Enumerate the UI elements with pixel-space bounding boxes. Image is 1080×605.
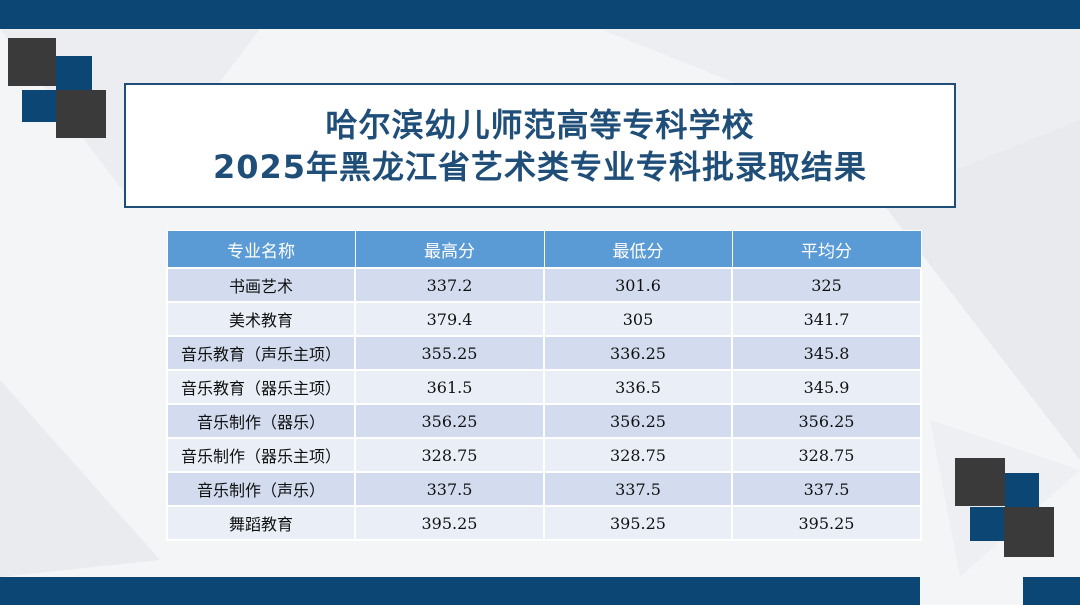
- table-row: 音乐教育（器乐主项） 361.5 336.5 345.9: [166, 369, 922, 405]
- cell-major: 音乐制作（声乐）: [166, 471, 356, 507]
- decor-square-dark-2: [56, 90, 106, 138]
- decor-square-blue-2: [22, 90, 58, 122]
- table-row: 音乐制作（器乐） 356.25 356.25 356.25: [166, 403, 922, 439]
- cell-max-score: 337.5: [354, 471, 545, 507]
- cell-avg-score: 345.8: [731, 335, 922, 371]
- cell-max-score: 361.5: [354, 369, 545, 405]
- header-avg-score: 平均分: [731, 230, 922, 269]
- cell-min-score: 301.6: [543, 267, 733, 303]
- cell-min-score: 337.5: [543, 471, 733, 507]
- table-row: 音乐制作（声乐） 337.5 337.5 337.5: [166, 471, 922, 507]
- header-major: 专业名称: [166, 230, 356, 269]
- bottom-banner-bar-right: [1023, 577, 1080, 605]
- cell-max-score: 379.4: [354, 301, 545, 337]
- table-row: 舞蹈教育 395.25 395.25 395.25: [166, 505, 922, 541]
- cell-avg-score: 341.7: [731, 301, 922, 337]
- decor-square-blue-4: [970, 507, 1006, 541]
- cell-avg-score: 356.25: [731, 403, 922, 439]
- table-header-row: 专业名称 最高分 最低分 平均分: [166, 230, 922, 269]
- cell-major: 美术教育: [166, 301, 356, 337]
- cell-max-score: 328.75: [354, 437, 545, 473]
- cell-max-score: 337.2: [354, 267, 545, 303]
- table-row: 音乐制作（器乐主项） 328.75 328.75 328.75: [166, 437, 922, 473]
- cell-min-score: 395.25: [543, 505, 733, 541]
- cell-max-score: 395.25: [354, 505, 545, 541]
- decor-square-dark-1: [8, 38, 56, 86]
- cell-avg-score: 337.5: [731, 471, 922, 507]
- decor-square-dark-4: [1004, 507, 1054, 557]
- title-line-school: 哈尔滨幼儿师范高等专科学校: [325, 105, 755, 144]
- cell-major: 舞蹈教育: [166, 505, 356, 541]
- cell-max-score: 356.25: [354, 403, 545, 439]
- cell-min-score: 305: [543, 301, 733, 337]
- cell-avg-score: 395.25: [731, 505, 922, 541]
- cell-major: 音乐制作（器乐主项）: [166, 437, 356, 473]
- cell-avg-score: 345.9: [731, 369, 922, 405]
- cell-min-score: 336.25: [543, 335, 733, 371]
- table-row: 书画艺术 337.2 301.6 325: [166, 267, 922, 303]
- bottom-banner-bar: [0, 577, 920, 605]
- table-row: 美术教育 379.4 305 341.7: [166, 301, 922, 337]
- cell-major: 音乐教育（声乐主项）: [166, 335, 356, 371]
- decor-square-blue-3: [1005, 473, 1039, 507]
- cell-min-score: 356.25: [543, 403, 733, 439]
- cell-avg-score: 325: [731, 267, 922, 303]
- header-max-score: 最高分: [354, 230, 545, 269]
- top-banner-bar: [0, 0, 1080, 29]
- cell-avg-score: 328.75: [731, 437, 922, 473]
- header-min-score: 最低分: [543, 230, 733, 269]
- title-box: 哈尔滨幼儿师范高等专科学校 2025年黑龙江省艺术类专业专科批录取结果: [124, 83, 956, 208]
- decor-square-dark-3: [955, 458, 1005, 506]
- title-line-result: 2025年黑龙江省艺术类专业专科批录取结果: [212, 147, 868, 186]
- cell-min-score: 336.5: [543, 369, 733, 405]
- admission-score-table: 专业名称 最高分 最低分 平均分 书画艺术 337.2 301.6 325 美术…: [166, 230, 922, 541]
- cell-min-score: 328.75: [543, 437, 733, 473]
- cell-max-score: 355.25: [354, 335, 545, 371]
- cell-major: 书画艺术: [166, 267, 356, 303]
- table-row: 音乐教育（声乐主项） 355.25 336.25 345.8: [166, 335, 922, 371]
- cell-major: 音乐制作（器乐）: [166, 403, 356, 439]
- decor-square-blue-1: [56, 56, 92, 92]
- cell-major: 音乐教育（器乐主项）: [166, 369, 356, 405]
